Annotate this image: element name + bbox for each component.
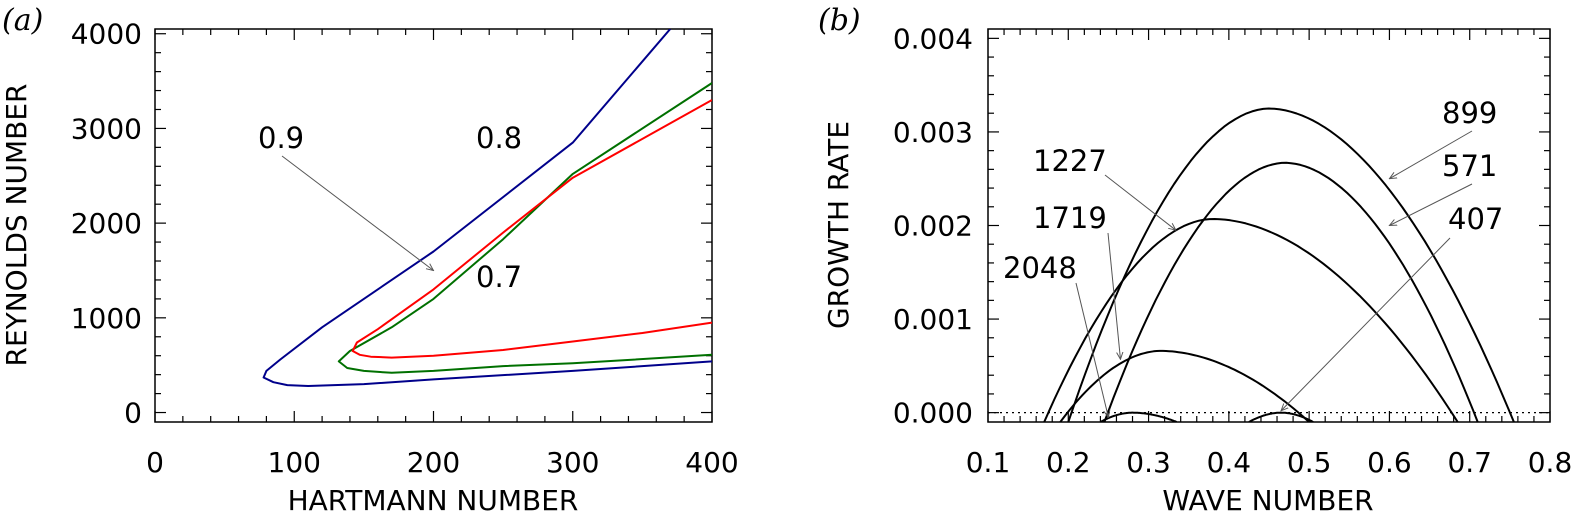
x-tick-label: 0.6 [1367, 446, 1412, 479]
x-tick-label: 0.3 [1126, 446, 1171, 479]
label-0-7: 0.7 [476, 260, 522, 294]
x-tick-label: 0.1 [966, 446, 1011, 479]
growth-curve-2048 [1099, 411, 1178, 422]
curve-0-8 [262, 29, 712, 387]
x-tick-label: 0.8 [1528, 446, 1573, 479]
y-axis-title: GROWTH RATE [822, 121, 855, 329]
x-tick-label: 200 [407, 446, 460, 479]
growth-curve-899 [1067, 107, 1515, 422]
y-tick-label: 0.003 [893, 116, 973, 149]
arrow-0-9 [281, 155, 434, 270]
label-571: 571 [1442, 149, 1497, 183]
x-tick-label: 100 [268, 446, 321, 479]
growth-curve-1719 [1059, 349, 1310, 422]
x-tick-label: 300 [546, 446, 599, 479]
arrow-407 [1281, 237, 1451, 411]
growth-curve-407 [1248, 411, 1314, 422]
x-axis-title: WAVE NUMBER [1162, 484, 1373, 517]
label-899: 899 [1442, 96, 1497, 130]
y-tick-label: 3000 [71, 112, 142, 145]
label-2048: 2048 [1003, 251, 1077, 285]
arrow-1719 [1107, 232, 1120, 359]
panel-label: (b) [818, 3, 861, 38]
label-0-9: 0.9 [258, 121, 304, 155]
curve-0-7 [351, 99, 712, 359]
plot-frame [154, 28, 713, 423]
growth-curve-1227 [1043, 218, 1459, 422]
arrow-2048 [1075, 282, 1108, 417]
x-tick-label: 0.7 [1447, 446, 1492, 479]
label-407: 407 [1448, 202, 1503, 236]
y-tick-label: 0 [124, 397, 142, 430]
y-tick-label: 0.004 [893, 22, 973, 55]
curve-0-9 [337, 82, 712, 374]
y-tick-label: 0.002 [893, 210, 973, 243]
arrow-899 [1389, 130, 1473, 179]
y-tick-label: 4000 [71, 18, 142, 51]
x-tick-label: 0 [146, 446, 164, 479]
panel-label: (a) [2, 3, 43, 38]
y-tick-label: 2000 [71, 207, 142, 240]
x-tick-label: 400 [685, 446, 738, 479]
arrow-1227 [1104, 174, 1176, 230]
y-axis-title: REYNOLDS NUMBER [0, 83, 33, 366]
y-tick-label: 0.000 [893, 397, 973, 430]
y-tick-label: 0.001 [893, 303, 973, 336]
x-tick-label: 0.5 [1287, 446, 1332, 479]
panel-b: 0.1 0.2 0.3 0.4 0.5 0.6 0.7 0.8 0.000 0.001 0.002 0… [818, 3, 1572, 517]
label-1719: 1719 [1033, 201, 1107, 235]
x-axis-title: HARTMANN NUMBER [288, 484, 579, 517]
x-tick-label: 0.2 [1046, 446, 1091, 479]
arrow-571 [1389, 183, 1473, 226]
growth-curve-571 [1103, 161, 1479, 422]
x-tick-label: 0.4 [1207, 446, 1252, 479]
y-tick-label: 1000 [71, 302, 142, 335]
label-1227: 1227 [1033, 144, 1107, 178]
label-0-8: 0.8 [476, 121, 522, 155]
